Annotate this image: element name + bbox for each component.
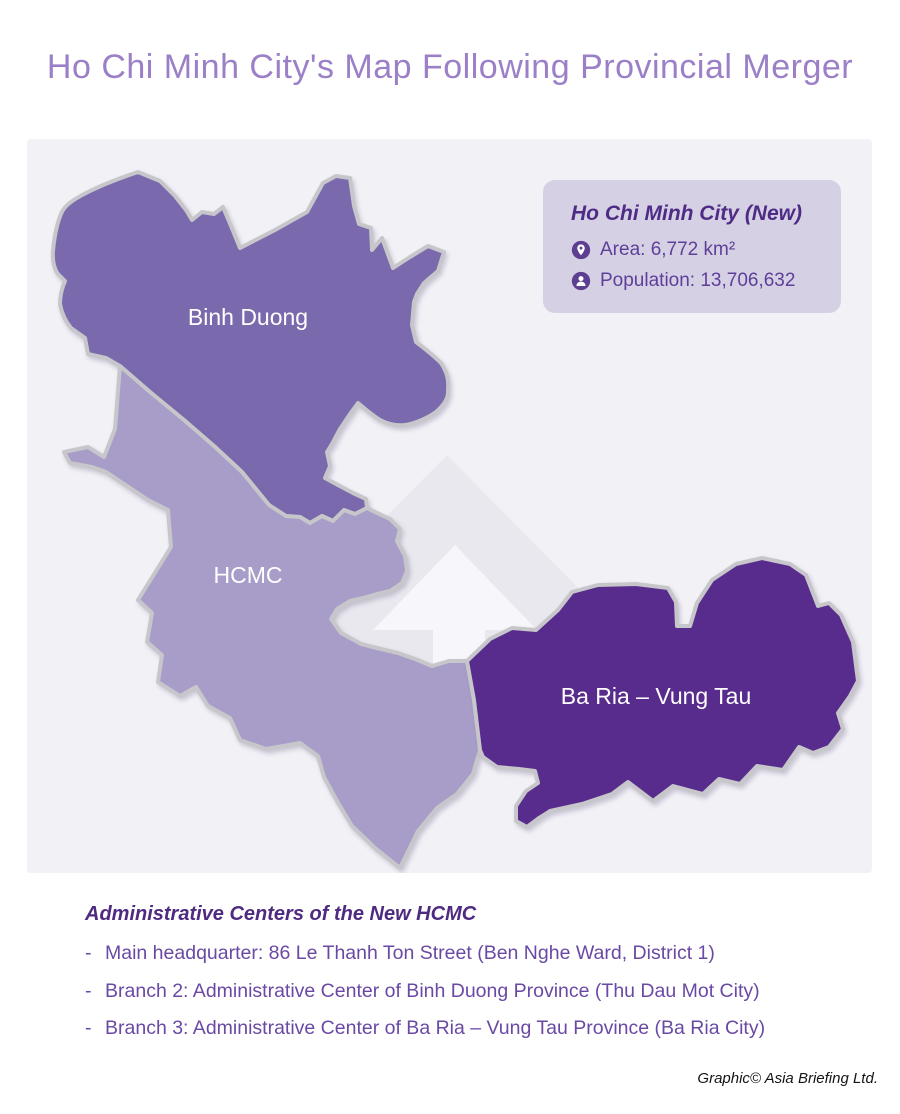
bullet-dash: - (85, 942, 92, 964)
population-value: Population: 13,706,632 (600, 270, 796, 291)
label-ba-ria-vung-tau: Ba Ria – Vung Tau (561, 683, 752, 709)
note-text: Branch 2: Administrative Center of Binh … (105, 979, 760, 1002)
page-title: Ho Chi Minh City's Map Following Provinc… (46, 48, 854, 86)
note-text: Main headquarter: 86 Le Thanh Ton Street… (105, 942, 715, 964)
region-binh-duong[interactable] (50, 170, 451, 525)
location-pin-icon (571, 240, 591, 260)
bullet-dash: - (85, 1017, 92, 1039)
note-text: Branch 3: Administrative Center of Ba Ri… (105, 1017, 766, 1039)
label-binh-duong: Binh Duong (188, 304, 308, 330)
info-box: Ho Chi Minh City (New) Area: 6,772 km² P… (543, 180, 841, 313)
region-ba-ria-vung-tau[interactable] (465, 556, 860, 829)
credit-line: Graphic© Asia Briefing Ltd. (697, 1070, 878, 1087)
note-main-headquarter: - Main headquarter: 86 Le Thanh Ton Stre… (85, 943, 845, 964)
notes-heading: Administrative Centers of the New HCMC (85, 903, 477, 925)
person-icon (571, 271, 591, 291)
note-branch-2: - Branch 2: Administrative Center of Bin… (85, 979, 845, 1002)
info-row-area: Area: 6,772 km² (571, 239, 841, 261)
info-box-title: Ho Chi Minh City (New) (571, 202, 802, 225)
provinces-map: Binh Duong HCMC Ba Ria – Vung Tau (50, 170, 860, 870)
map-panel: Binh Duong HCMC Ba Ria – Vung Tau Ho Chi… (27, 139, 872, 873)
note-branch-3: - Branch 3: Administrative Center of Ba … (85, 1018, 845, 1039)
administrative-centers-notes: Administrative Centers of the New HCMC -… (85, 903, 845, 1056)
label-hcmc: HCMC (214, 562, 283, 588)
info-row-population: Population: 13,706,632 (571, 270, 841, 292)
area-value: Area: 6,772 km² (600, 239, 736, 260)
bullet-dash: - (85, 979, 92, 1002)
